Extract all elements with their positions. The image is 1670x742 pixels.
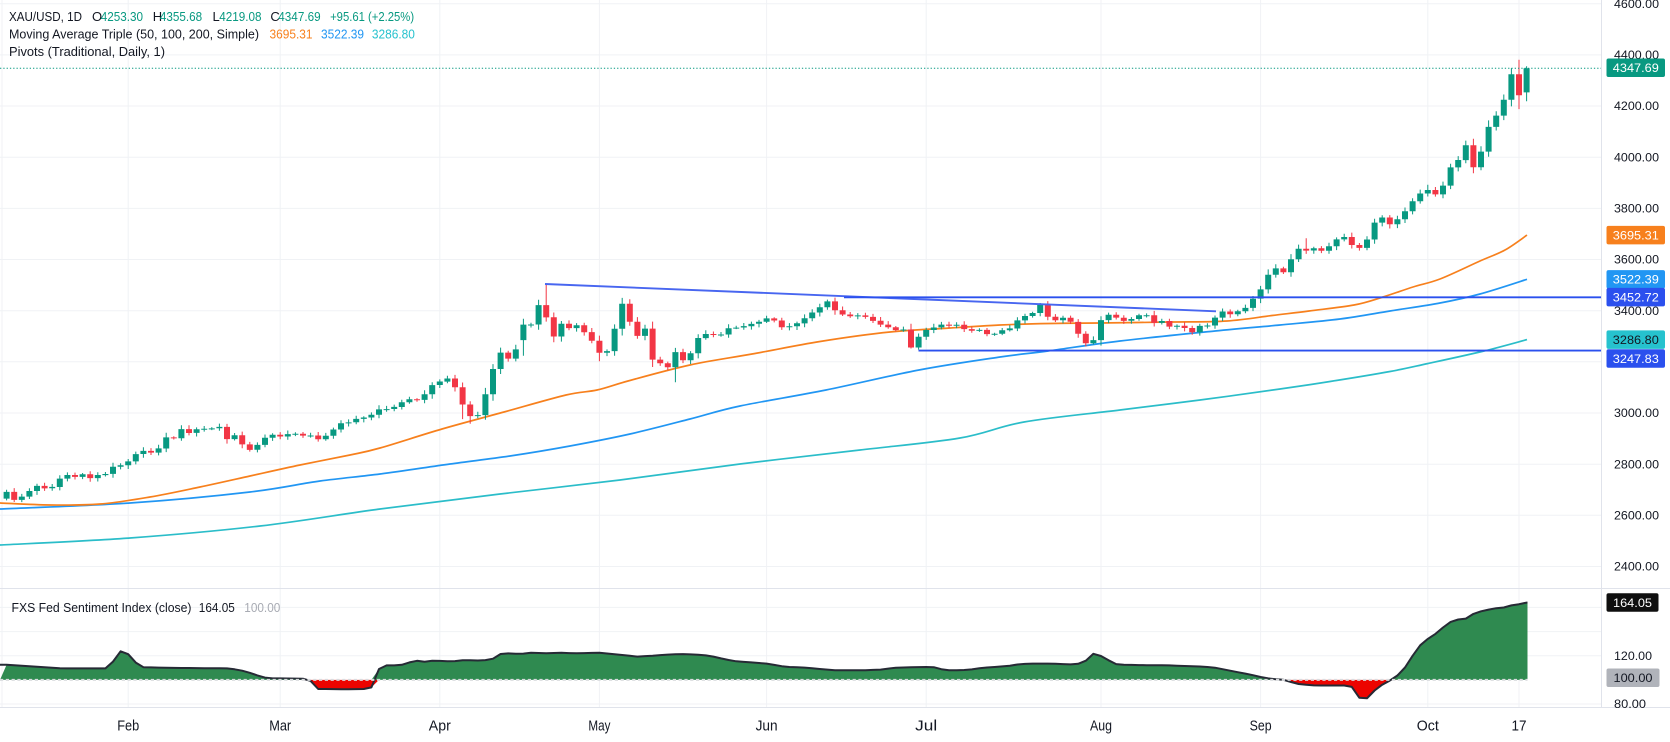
svg-text:164.05: 164.05	[1613, 596, 1652, 610]
svg-text:Feb: Feb	[117, 718, 139, 735]
svg-text:May: May	[588, 718, 610, 735]
svg-text:3522.39: 3522.39	[1613, 273, 1659, 287]
svg-text:O: O	[92, 9, 102, 24]
svg-text:4347.69: 4347.69	[1613, 61, 1659, 75]
svg-text:4253.30: 4253.30	[101, 9, 143, 24]
svg-text:3800.00: 3800.00	[1614, 202, 1659, 216]
svg-text:Pivots (Traditional, Daily, 1): Pivots (Traditional, Daily, 1)	[9, 44, 165, 59]
svg-text:3522.39: 3522.39	[321, 26, 364, 41]
svg-text:4347.69: 4347.69	[278, 9, 320, 24]
svg-text:3247.83: 3247.83	[1613, 352, 1659, 366]
svg-text:100.00: 100.00	[1614, 671, 1653, 685]
svg-text:3695.31: 3695.31	[1613, 228, 1659, 242]
svg-text:120.00: 120.00	[1614, 649, 1652, 663]
svg-text:Aug: Aug	[1090, 718, 1112, 735]
svg-text:3400.00: 3400.00	[1614, 304, 1659, 318]
svg-text:100.00: 100.00	[244, 600, 280, 615]
svg-text:3695.31: 3695.31	[270, 26, 313, 41]
svg-text:2600.00: 2600.00	[1614, 509, 1659, 523]
svg-text:H: H	[153, 9, 162, 24]
svg-text:Oct: Oct	[1417, 718, 1440, 735]
svg-text:4000.00: 4000.00	[1614, 150, 1659, 164]
svg-text:17: 17	[1512, 718, 1527, 735]
svg-text:Jul: Jul	[915, 718, 937, 735]
svg-text:Moving Average Triple (50, 100: Moving Average Triple (50, 100, 200, Sim…	[9, 26, 259, 41]
svg-text:2400.00: 2400.00	[1614, 560, 1659, 574]
svg-text:3286.80: 3286.80	[372, 26, 415, 41]
svg-text:L: L	[213, 9, 220, 24]
svg-text:164.05: 164.05	[199, 600, 235, 615]
svg-text:80.00: 80.00	[1614, 697, 1646, 711]
svg-text:Mar: Mar	[269, 718, 291, 735]
svg-text:C: C	[270, 9, 279, 24]
svg-text:3452.72: 3452.72	[1613, 291, 1659, 305]
svg-text:4200.00: 4200.00	[1614, 99, 1659, 113]
svg-text:2800.00: 2800.00	[1614, 457, 1659, 471]
svg-text:FXS Fed Sentiment Index (close: FXS Fed Sentiment Index (close)	[12, 600, 192, 615]
svg-text:3600.00: 3600.00	[1614, 253, 1659, 267]
svg-text:Apr: Apr	[429, 718, 451, 735]
svg-text:4219.08: 4219.08	[219, 9, 261, 24]
svg-text:+95.61 (+2.25%): +95.61 (+2.25%)	[330, 9, 414, 24]
svg-text:3000.00: 3000.00	[1614, 406, 1659, 420]
svg-text:XAU/USD, 1D: XAU/USD, 1D	[9, 9, 82, 24]
svg-text:4355.68: 4355.68	[160, 9, 202, 24]
svg-text:4600.00: 4600.00	[1614, 0, 1659, 11]
svg-text:Jun: Jun	[756, 718, 778, 735]
svg-text:Sep: Sep	[1250, 718, 1272, 735]
svg-text:3286.80: 3286.80	[1613, 333, 1659, 347]
